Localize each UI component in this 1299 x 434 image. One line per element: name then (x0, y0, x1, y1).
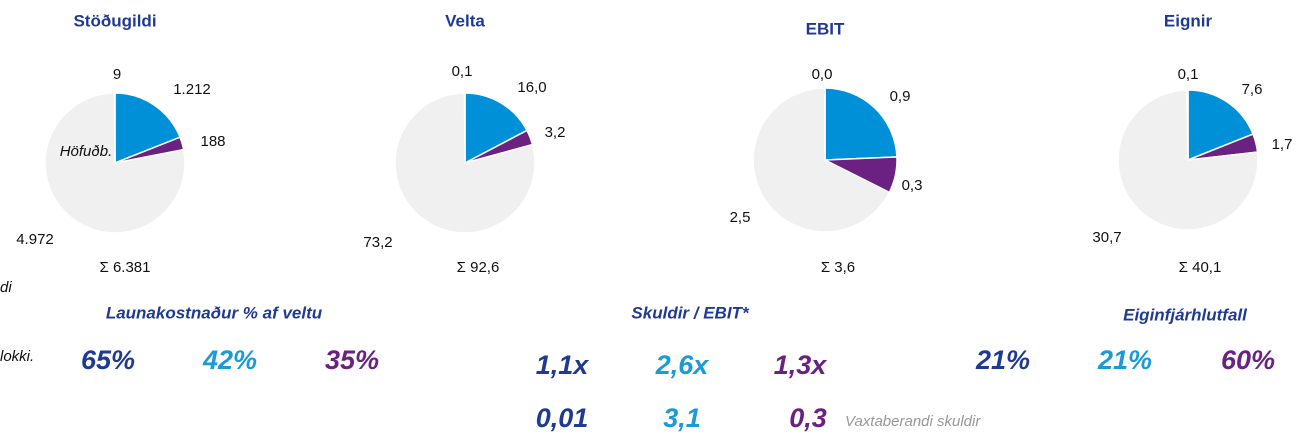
kpi-value: 2,6x (655, 350, 710, 380)
pie-slice (1186, 89, 1189, 161)
data-label: 4.972 (16, 231, 54, 248)
kpi-value: 3,1 (663, 403, 701, 433)
side-note: lokki. (0, 348, 34, 365)
kpi-value: 1,1x (536, 350, 590, 380)
data-label: 1,7 (1272, 136, 1293, 153)
side-note: di (0, 279, 12, 296)
pie-slice (464, 92, 528, 165)
pie-slice (113, 92, 116, 164)
data-label: 7,6 (1242, 81, 1263, 98)
kpi-title: Eiginfjárhlutfall (1123, 305, 1248, 324)
data-label: 3,2 (545, 124, 566, 141)
data-label: 2,5 (730, 209, 751, 226)
chart-title: Stöðugildi (73, 11, 156, 30)
kpi-title: Skuldir / EBIT* (631, 303, 750, 322)
total-label: Σ 3,6 (821, 259, 855, 276)
data-label: 0,0 (812, 66, 833, 83)
kpi-value: 0,01 (536, 403, 589, 433)
pie-slice (114, 92, 182, 165)
kpi-value: 35% (325, 345, 379, 375)
pie-slice (824, 87, 898, 161)
kpi-value: 42% (202, 345, 257, 375)
data-label: 30,7 (1092, 229, 1121, 246)
annotation: Höfuðb. (60, 143, 113, 160)
data-label: 1.212 (173, 81, 211, 98)
kpi-title: Launakostnaður % af veltu (106, 303, 323, 322)
kpi-value: 1,3x (774, 350, 828, 380)
data-label: 73,2 (363, 234, 392, 251)
data-label: 0,3 (902, 177, 923, 194)
chart-title: EBIT (806, 19, 845, 38)
data-label: 9 (113, 66, 121, 83)
kpi-value: 65% (81, 345, 135, 375)
data-label: 0,1 (1178, 66, 1199, 83)
kpi-note: Vaxtaberandi skuldir (845, 413, 981, 430)
chart-title: Velta (445, 11, 485, 30)
kpi-value: 60% (1221, 345, 1275, 375)
data-label: 16,0 (517, 79, 546, 96)
data-label: 0,9 (890, 88, 911, 105)
total-label: Σ 40,1 (1179, 259, 1222, 276)
kpi-value: 0,3 (789, 403, 827, 433)
total-label: Σ 92,6 (457, 259, 500, 276)
total-label: Σ 6.381 (100, 259, 151, 276)
pie-slice (1187, 89, 1254, 162)
data-label: 0,1 (452, 63, 473, 80)
pie-slice (752, 87, 891, 233)
kpi-value: 21% (1097, 345, 1152, 375)
kpi-value: 21% (975, 345, 1030, 375)
chart-title: Eignir (1164, 11, 1213, 30)
data-label: 188 (200, 133, 225, 150)
